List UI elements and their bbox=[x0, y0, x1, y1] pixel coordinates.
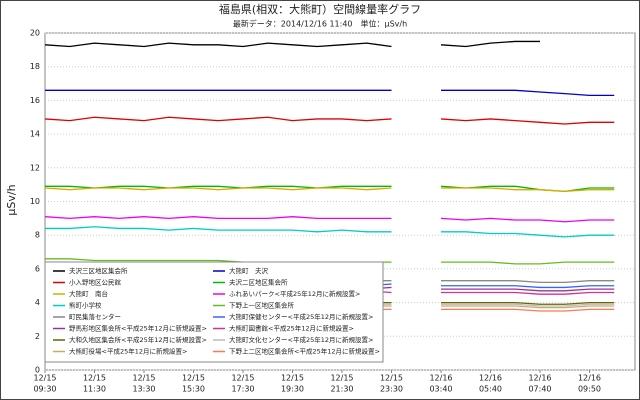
x-tick-label: 21:30 bbox=[330, 385, 353, 394]
series-line bbox=[45, 226, 615, 238]
y-tick-label: 18 bbox=[30, 62, 40, 71]
y-tick-label: 14 bbox=[30, 130, 40, 139]
x-tick-label: 15:30 bbox=[182, 385, 205, 394]
x-tick-label: 12/15 bbox=[330, 374, 353, 383]
legend-label: 大和久地区集会所<平成25年12月に新規設置> bbox=[69, 335, 207, 344]
x-tick-label: 12/16 bbox=[578, 374, 601, 383]
x-tick-label: 09:30 bbox=[33, 385, 56, 394]
x-tick-label: 12/15 bbox=[231, 374, 254, 383]
x-tick-label: 17:30 bbox=[231, 385, 254, 394]
y-tick-label: 12 bbox=[30, 163, 40, 172]
y-tick-label: 2 bbox=[35, 332, 40, 341]
x-tick-label: 12/15 bbox=[33, 374, 56, 383]
x-tick-label: 19:30 bbox=[281, 385, 304, 394]
x-tick-label: 03:40 bbox=[429, 385, 452, 394]
legend-label: 熊町小学校 bbox=[69, 301, 102, 310]
y-tick-label: 4 bbox=[35, 298, 40, 307]
y-tick-label: 16 bbox=[30, 96, 40, 105]
legend-label: 下野上一区地区集会所 bbox=[229, 301, 295, 310]
series-line bbox=[44, 216, 615, 223]
chart-subtitle: 最新データ：2014/12/16 11:40 単位：μSv/h bbox=[233, 19, 407, 29]
legend-label: 大熊町保健センター<平成25年12月に新規設置> bbox=[229, 312, 373, 321]
x-tick-label: 09:50 bbox=[578, 385, 601, 394]
x-tick-label: 12/16 bbox=[528, 374, 551, 383]
legend-box bbox=[44, 261, 384, 363]
series-line bbox=[44, 187, 615, 193]
x-tick-label: 12/15 bbox=[281, 374, 304, 383]
legend-label: 野馬形地区集会所<平成25年12月に新規設置> bbox=[69, 324, 207, 333]
legend-label: 大熊町文化センター<平成25年12月に新規設置> bbox=[229, 335, 373, 344]
x-tick-label: 12/16 bbox=[429, 374, 452, 383]
x-tick-label: 05:40 bbox=[479, 385, 502, 394]
legend-label: 町民集落センター bbox=[69, 312, 121, 321]
y-tick-label: 20 bbox=[30, 29, 40, 38]
legend-label: 大熊町役場<平成25年12月に新規設置> bbox=[69, 347, 187, 356]
x-tick-label: 07:40 bbox=[528, 385, 551, 394]
y-tick-label: 8 bbox=[35, 231, 40, 240]
legend-label: 下野上二区地区集会所<平成25年12月に新規設置> bbox=[229, 347, 380, 356]
legend-label: 小入野地区公民館 bbox=[69, 278, 122, 287]
legend-label: 大熊町図書館<平成25年12月に新規設置> bbox=[229, 324, 354, 333]
series-line bbox=[44, 40, 540, 48]
x-tick-label: 11:30 bbox=[83, 385, 106, 394]
legend-label: 大熊町 夫沢 bbox=[229, 266, 269, 275]
y-tick-label: 6 bbox=[35, 264, 40, 273]
x-tick-label: 12/15 bbox=[83, 374, 106, 383]
x-tick-label: 12/15 bbox=[380, 374, 403, 383]
legend-label: 夫沢三区地区集会所 bbox=[69, 266, 128, 275]
x-tick-label: 12/16 bbox=[479, 374, 502, 383]
x-tick-label: 12/15 bbox=[132, 374, 155, 383]
x-tick-label: 12/15 bbox=[182, 374, 205, 383]
y-tick-label: 0 bbox=[35, 366, 40, 375]
y-axis-label: μSv/h bbox=[5, 184, 18, 215]
series-line bbox=[45, 89, 615, 96]
x-tick-label: 23:30 bbox=[380, 385, 403, 394]
x-tick-label: 13:30 bbox=[132, 385, 155, 394]
chart-title: 福島県(相双：大熊町）空間線量率グラフ bbox=[219, 2, 421, 16]
legend-label: ふれあいパーク<平成25年12月に新規設置> bbox=[229, 289, 360, 298]
y-tick-label: 10 bbox=[30, 197, 40, 206]
series-line bbox=[44, 116, 615, 125]
legend-label: 夫沢二区地区集会所 bbox=[229, 278, 288, 287]
legend-label: 大熊町 南台 bbox=[69, 289, 108, 298]
